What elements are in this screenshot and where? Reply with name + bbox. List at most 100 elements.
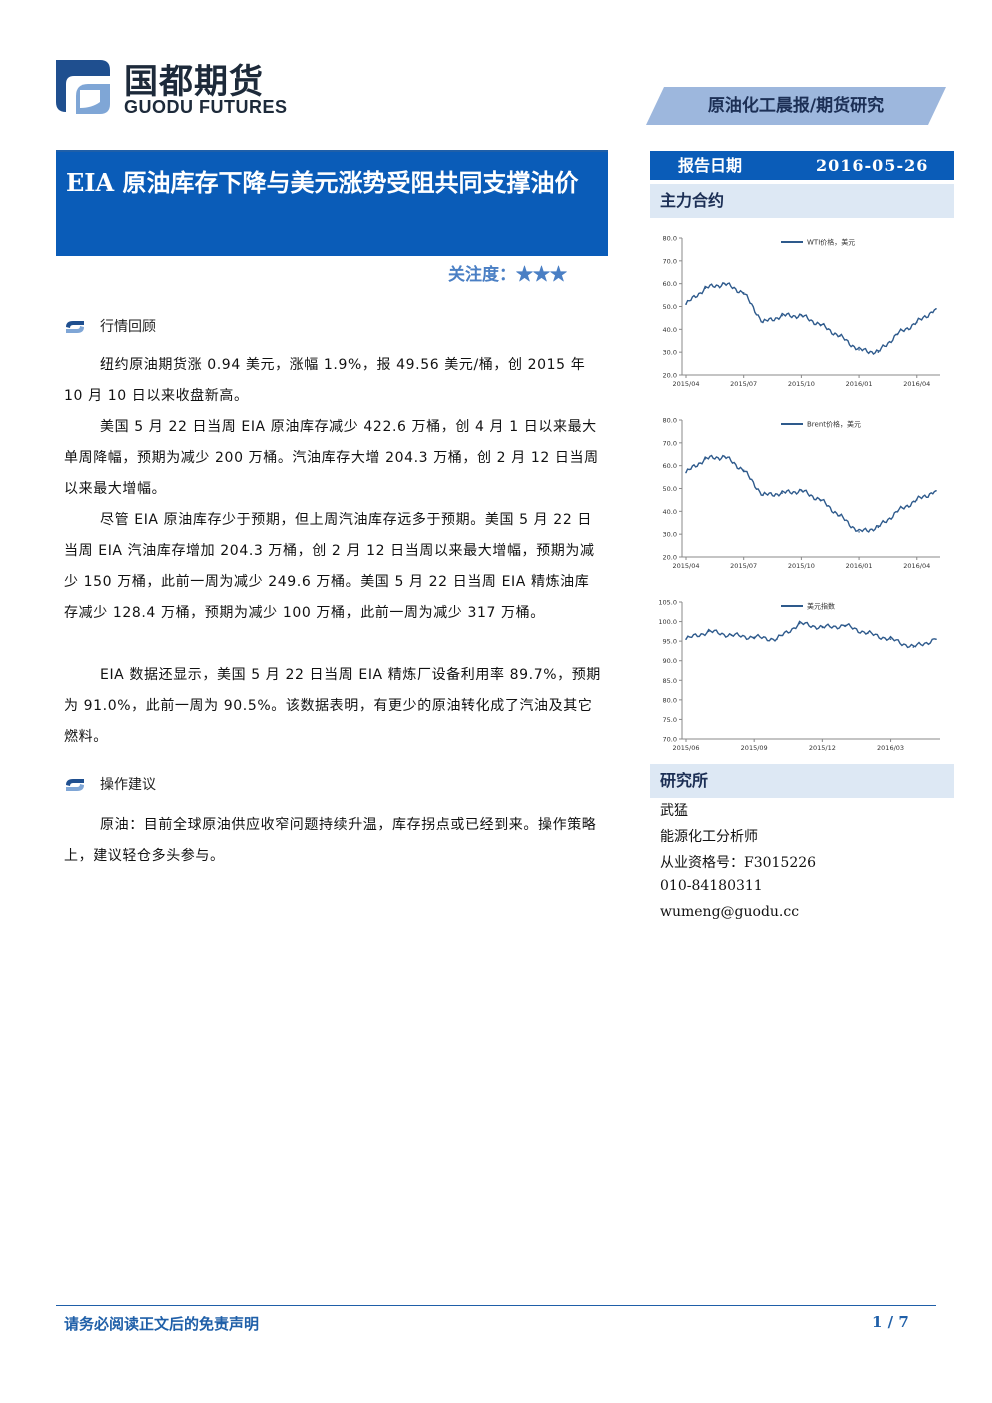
title-top-rule [56,150,608,152]
y-tick-label: 30.0 [663,349,677,357]
data-point [762,321,764,324]
research-institute-heading: 研究所 [650,764,954,798]
paragraph-advice: 原油：目前全球原油供应收窄问题持续升温，库存拐点或已经到来。操作策略上，建议轻仓… [64,817,597,864]
data-point [800,314,803,317]
legend-label: Brent价格，美元 [807,420,861,429]
chart-brent-svg: 20.0 30.0 40.0 50.0 60.0 70.0 80.0 2015/04 2015/… [663,417,940,570]
logo-english-name: GUODU FUTURES [124,97,288,117]
section-heading-market-review: 行情回顾 [64,316,156,336]
data-point [781,492,783,494]
data-point [896,333,899,335]
data-point [742,292,745,294]
page-number: 1 / 7 [872,1313,909,1331]
data-point [858,531,860,533]
report-date-label: 报告日期 [678,156,743,175]
x-tick-label: 2016/01 [846,380,873,388]
y-tick-label: 20.0 [663,372,677,380]
data-point [776,638,778,640]
data-point [877,526,880,529]
x-tick-label: 2016/04 [903,562,930,570]
chart-brent: 20.0 30.0 40.0 50.0 60.0 70.0 80.0 2015/04 2015/… [652,410,952,575]
section-heading-text: 操作建议 [100,777,156,793]
data-point [762,494,764,497]
analyst-license: 从业资格号：F3015226 [660,855,817,871]
y-tick-label: 70.0 [663,439,677,447]
data-point [877,351,880,353]
y-tick-label: 40.0 [663,508,677,516]
data-point [800,489,803,492]
x-tick-label: 2015/10 [788,380,815,388]
paragraph-3: 尽管 EIA 原油库存少于预期，但上周汽油库存远多于预期。美国 5 月 22 日… [64,512,595,621]
y-tick-label: 80.0 [663,417,677,425]
y-tick-label: 40.0 [663,326,677,334]
series-line [685,620,937,649]
y-tick-label: 50.0 [663,303,677,311]
section-heading-text: 行情回顾 [100,319,156,335]
footer-disclaimer-link[interactable]: 请务必阅读正文后的免责声明 [64,1315,260,1333]
x-tick-label: 2015/06 [672,744,699,752]
chart-wti: 20.0 30.0 40.0 50.0 60.0 70.0 80.0 2015/04 2015/… [652,228,952,393]
report-date-value: 2016-05-26 [816,156,929,175]
x-tick-label: 2015/12 [809,744,836,752]
y-tick-label: 80.0 [663,235,677,243]
series-line [685,282,937,355]
section-heading-operation-advice: 操作建议 [64,774,156,794]
logo-chinese-name: 国都期货 [124,62,264,102]
main-contracts-heading: 主力合约 [650,184,954,218]
x-tick-label: 2015/04 [672,380,699,388]
section-bullet-icon [66,321,84,333]
data-point [839,335,841,337]
y-tick-label: 50.0 [663,485,677,493]
report-title: EIA 原油库存下降与美元涨势受阻共同支撑油价 [66,168,579,197]
data-point [912,646,915,648]
report-type-banner: 原油化工晨报/期货研究 [646,87,946,125]
data-point [723,282,726,285]
y-tick-label: 60.0 [663,462,677,470]
data-point [730,634,733,637]
y-tick-label: 60.0 [663,280,677,288]
x-tick-label: 2015/04 [672,562,699,570]
data-point [889,638,892,640]
data-point [742,469,745,472]
data-point [685,471,687,474]
data-point [844,624,846,627]
chart-wti-svg: 20.0 30.0 40.0 50.0 60.0 70.0 80.0 2015/04 2015/… [663,235,940,388]
data-point [685,303,687,306]
data-point [935,638,937,640]
x-tick-label: 2015/07 [730,380,757,388]
data-point [685,638,687,640]
data-point [819,499,822,501]
attention-label: 关注度： [448,265,516,285]
paragraph-2: 美国 5 月 22 日当周 EIA 原油库存减少 422.6 万桶，创 4 月 … [64,419,599,497]
analyst-email[interactable]: wumeng@guodu.cc [660,904,800,920]
y-tick-label: 100.0 [658,618,677,626]
chart-dollar-index: 70.0 75.0 80.0 85.0 90.0 95.0 100.0 105.0 2015/0… [652,592,952,757]
legend-label: WTI价格，美元 [807,238,855,247]
data-point [723,455,726,458]
data-point [821,626,824,629]
series-line [685,454,937,533]
y-tick-label: 80.0 [663,696,677,704]
x-tick-label: 2016/04 [903,380,930,388]
data-point [915,321,918,324]
paragraph-4: EIA 数据还显示，美国 5 月 22 日当周 EIA 精炼厂设备利用率 89.… [64,667,601,745]
data-point [798,622,801,625]
data-point [704,287,707,290]
title-box: EIA 原油库存下降与美元涨势受阻共同支撑油价 [56,152,608,256]
data-point [839,515,841,517]
y-tick-label: 95.0 [663,638,677,646]
x-tick-label: 2016/01 [846,562,873,570]
data-point [753,636,755,639]
data-point [707,630,710,633]
y-tick-label: 70.0 [663,257,677,265]
footer-rule [56,1305,936,1306]
data-point [896,510,899,513]
x-tick-label: 2015/10 [788,562,815,570]
data-point [781,314,783,317]
y-tick-label: 30.0 [663,531,677,539]
paragraph-1: 纽约原油期货涨 0.94 美元，涨幅 1.9%，报 49.56 美元/桶，创 2… [64,357,586,404]
y-tick-label: 105.0 [658,599,677,607]
y-tick-label: 85.0 [663,677,677,685]
data-point [867,632,869,635]
logo-mark-icon [56,60,110,114]
